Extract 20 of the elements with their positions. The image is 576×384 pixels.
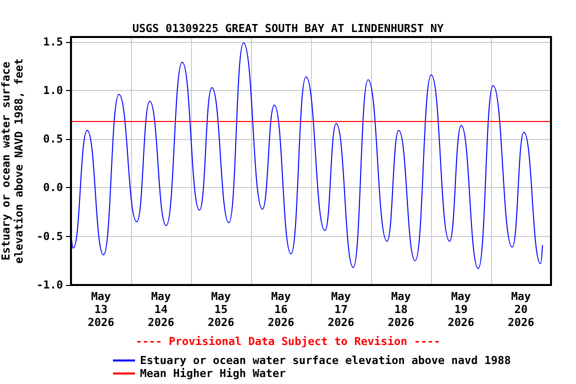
y-tick-label: -0.5 xyxy=(36,230,63,243)
line-series xyxy=(71,42,543,269)
x-tick-label: May 17 2026 xyxy=(328,290,355,329)
x-tick-label: May 19 2026 xyxy=(448,290,475,329)
legend-label: Mean Higher High Water xyxy=(140,367,286,380)
y-axis-title: Estuary or ocean water surface elevation above NAVD 1988, feet xyxy=(0,58,26,264)
x-tick-label: May 13 2026 xyxy=(88,290,115,329)
y-tick-label: 0.0 xyxy=(43,181,63,194)
y-tick-label: -1.0 xyxy=(36,278,63,292)
y-tick-label: 1.0 xyxy=(43,84,63,97)
y-tick-label: 1.5 xyxy=(43,35,63,48)
x-tick-label: May 15 2026 xyxy=(208,290,235,329)
x-tick-label: May 20 2026 xyxy=(508,290,535,329)
legend-label: Estuary or ocean water surface elevation above navd 1988 xyxy=(140,354,511,367)
x-tick-label: May 16 2026 xyxy=(268,290,295,329)
chart-title: USGS 01309225 GREAT SOUTH BAY AT LINDENHURST NY xyxy=(132,22,444,35)
x-tick-label: May 18 2026 xyxy=(388,290,415,329)
x-tick-label: May 14 2026 xyxy=(148,290,175,329)
y-tick-label: 0.5 xyxy=(43,132,63,146)
text: ---- Provisional Data Subject to Revision ---- xyxy=(136,335,440,348)
